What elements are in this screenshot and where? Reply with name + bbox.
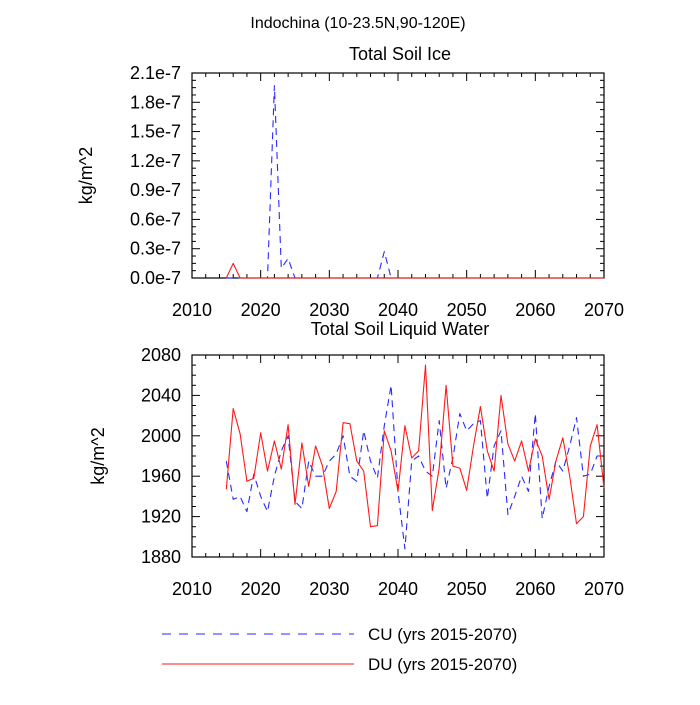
y-tick-label: 2080 bbox=[141, 345, 181, 365]
series-line-du bbox=[225, 262, 604, 279]
x-tick-label: 2020 bbox=[241, 579, 281, 599]
series-line-cu bbox=[226, 85, 604, 279]
x-tick-label: 2040 bbox=[378, 300, 418, 320]
x-tick-label: 2030 bbox=[309, 300, 349, 320]
legend-label-du: DU (yrs 2015-2070) bbox=[368, 655, 517, 674]
x-tick-label: 2020 bbox=[241, 300, 281, 320]
x-tick-label: 2010 bbox=[172, 579, 212, 599]
y-tick-label: 0.3e-7 bbox=[130, 239, 181, 259]
x-tick-label: 2050 bbox=[447, 579, 487, 599]
y-tick-label: 0.0e-7 bbox=[130, 268, 181, 288]
y-tick-label: 2000 bbox=[141, 426, 181, 446]
y-axis-label: kg/m^2 bbox=[88, 427, 108, 484]
series-line-du bbox=[225, 364, 605, 528]
y-tick-label: 1.5e-7 bbox=[130, 122, 181, 142]
y-tick-label: 1960 bbox=[141, 466, 181, 486]
x-tick-label: 2050 bbox=[447, 300, 487, 320]
plot-frame bbox=[191, 72, 605, 279]
legend-label-cu: CU (yrs 2015-2070) bbox=[368, 625, 517, 644]
soil-ice-panel: Total Soil Ice kg/m^2 2010 2020 2030 2040 2050… bbox=[76, 44, 624, 320]
legend: CU (yrs 2015-2070) DU (yrs 2015-2070) bbox=[162, 625, 517, 674]
y-tick-label: 1.2e-7 bbox=[130, 151, 181, 171]
y-tick-label: 0.9e-7 bbox=[130, 180, 181, 200]
x-tick-label: 2070 bbox=[584, 579, 624, 599]
y-tick-label: 2.1e-7 bbox=[130, 63, 181, 83]
y-tick-label: 0.6e-7 bbox=[130, 209, 181, 229]
y-tick-label: 1880 bbox=[141, 547, 181, 567]
x-tick-label: 2060 bbox=[515, 300, 555, 320]
y-tick-label: 2040 bbox=[141, 385, 181, 405]
figure-title: Indochina (10-23.5N,90-120E) bbox=[250, 15, 465, 32]
y-axis-label: kg/m^2 bbox=[76, 147, 96, 204]
x-tick-label: 2030 bbox=[309, 579, 349, 599]
x-tick-label: 2060 bbox=[515, 579, 555, 599]
chart-title: Total Soil Liquid Water bbox=[311, 319, 489, 339]
series-line-cu bbox=[225, 384, 604, 550]
y-tick-label: 1920 bbox=[141, 507, 181, 527]
y-tick-label: 1.8e-7 bbox=[130, 92, 181, 112]
x-tick-label: 2040 bbox=[378, 579, 418, 599]
chart-title: Total Soil Ice bbox=[349, 44, 451, 64]
x-tick-label: 2070 bbox=[584, 300, 624, 320]
x-tick-label: 2010 bbox=[172, 300, 212, 320]
soil-liquid-water-panel: Total Soil Liquid Water kg/m^2 2010 2020 203… bbox=[88, 319, 624, 599]
